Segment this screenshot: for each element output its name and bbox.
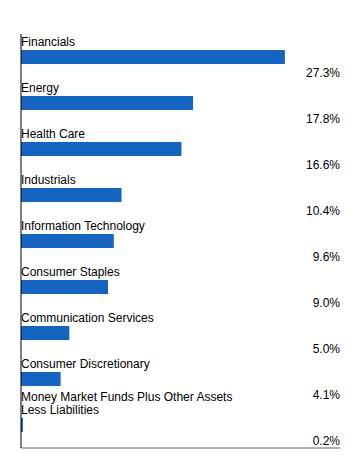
svg-text:Consumer Discretionary: Consumer Discretionary [21,357,150,371]
svg-text:Money Market Funds Plus Other: Money Market Funds Plus Other AssetsLess… [21,390,232,417]
svg-text:9.6%: 9.6% [313,250,341,264]
svg-text:Communication Services: Communication Services [21,311,154,325]
svg-text:27.3%: 27.3% [306,66,340,80]
svg-text:Industrials: Industrials [21,173,76,187]
svg-text:Information Technology: Information Technology [21,219,145,233]
svg-text:9.0%: 9.0% [313,296,341,310]
svg-text:16.6%: 16.6% [306,158,340,172]
svg-text:10.4%: 10.4% [306,204,340,218]
svg-text:0.2%: 0.2% [313,434,341,448]
svg-text:Energy: Energy [21,81,59,95]
svg-text:4.1%: 4.1% [313,388,341,402]
svg-text:17.8%: 17.8% [306,112,340,126]
svg-text:5.0%: 5.0% [313,342,341,356]
svg-text:Health Care: Health Care [21,127,85,141]
svg-text:Consumer Staples: Consumer Staples [21,265,120,279]
svg-text:Financials: Financials [21,35,75,49]
